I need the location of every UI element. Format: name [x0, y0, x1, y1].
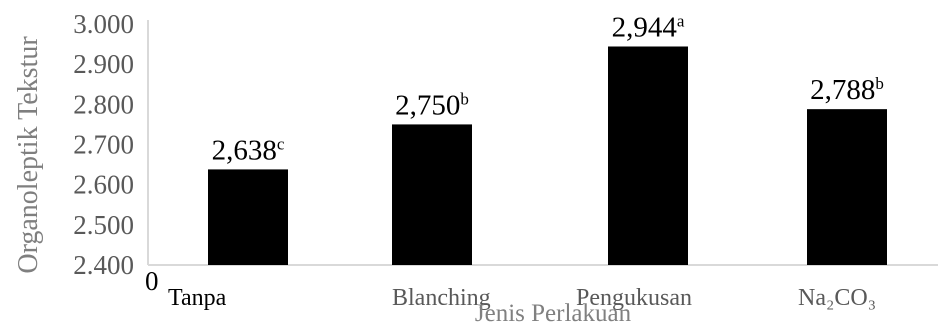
x-axis-label: Jenis Perlakuan	[475, 300, 632, 327]
y-tick-label: 2.800	[73, 89, 134, 119]
y-tick-label: 2.500	[73, 210, 134, 240]
bar	[608, 46, 688, 265]
bar	[807, 109, 887, 265]
y-tick-label: 2.700	[73, 130, 134, 160]
category-label: Blanching	[392, 285, 491, 311]
data-label: 2,944a	[612, 11, 685, 43]
data-labels: 2,638c 2,750b 2,944a 2,788b	[212, 11, 884, 166]
y-axis-label: Organoleptik Tekstur	[13, 36, 44, 274]
bar	[392, 124, 472, 266]
y-tick-label: 2.400	[73, 250, 134, 280]
y-tick-label: 2.900	[73, 49, 134, 79]
data-label: 2,750b	[395, 89, 469, 121]
bars	[208, 46, 887, 266]
category-label: Tanpa	[168, 285, 227, 311]
y-tick-label: 2.600	[73, 170, 134, 200]
y-tick-label: 3.000	[73, 9, 134, 39]
category-labels: Tanpa Blanching Pengukusan Na₂CO₃	[168, 285, 876, 311]
bar	[208, 169, 288, 265]
data-label: 2,638c	[212, 134, 285, 166]
category-label: Na₂CO₃	[798, 285, 876, 311]
data-label: 2,788b	[810, 74, 884, 106]
zero-label: 0	[145, 266, 159, 296]
category-label: Pengukusan	[576, 285, 692, 311]
y-axis-ticks: 2.400 2.500 2.600 2.700 2.800 2.900 3.000	[73, 9, 134, 280]
